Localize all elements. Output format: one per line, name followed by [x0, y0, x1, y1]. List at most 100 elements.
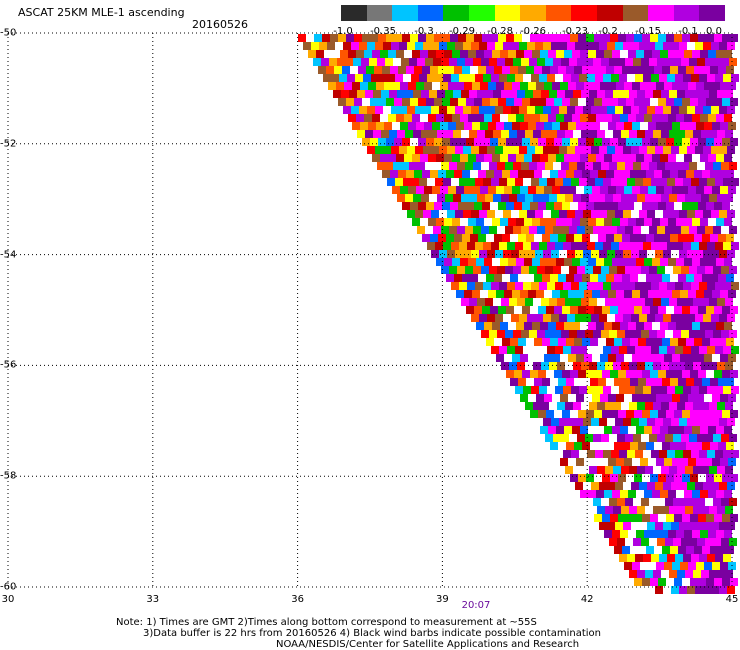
- swath-cell: [686, 442, 694, 450]
- swath-cell: [687, 482, 695, 490]
- swath-cell: [410, 98, 418, 106]
- swath-cell: [397, 194, 405, 202]
- swath-cell: [566, 234, 574, 242]
- swath-cell: [441, 266, 449, 274]
- swath-cell: [572, 426, 580, 434]
- swath-cell: [706, 202, 714, 210]
- swath-cell: [500, 218, 508, 226]
- swath-cell: [485, 194, 493, 202]
- swath-cell: [699, 346, 707, 354]
- swath-cell: [396, 154, 404, 162]
- swath-cell: [662, 274, 670, 282]
- swath-cell: [503, 106, 511, 114]
- swath-cell: [682, 202, 690, 210]
- swath-cell: [609, 330, 617, 338]
- swath-cell: [687, 106, 695, 114]
- swath-cell: [646, 338, 654, 346]
- swath-cell: [489, 162, 497, 170]
- swath-cell: [689, 498, 697, 506]
- swath-cell: [622, 234, 630, 242]
- swath-cell: [613, 362, 621, 370]
- swath-cell: [717, 570, 725, 578]
- swath-cell: [622, 546, 630, 554]
- swath-cell: [531, 242, 539, 250]
- swath-cell: [351, 42, 359, 50]
- swath-cell: [701, 298, 709, 306]
- swath-cell: [586, 410, 594, 418]
- swath-cell: [534, 234, 542, 242]
- swath-cell: [504, 82, 512, 90]
- swath-cell: [670, 234, 678, 242]
- swath-cell: [562, 34, 570, 42]
- swath-cell: [559, 250, 567, 258]
- swath-cell: [466, 34, 474, 42]
- swath-cell: [572, 322, 580, 330]
- swath-cell: [615, 418, 623, 426]
- swath-cell: [433, 226, 441, 234]
- swath-cell: [612, 426, 620, 434]
- swath-cell: [531, 74, 539, 82]
- swath-cell: [449, 266, 457, 274]
- swath-cell: [706, 138, 714, 146]
- swath-cell: [621, 194, 629, 202]
- swath-cell: [495, 210, 503, 218]
- swath-cell: [710, 66, 718, 74]
- swath-cell: [639, 210, 647, 218]
- swath-cell: [652, 154, 660, 162]
- swath-cell: [450, 202, 458, 210]
- swath-cell: [454, 170, 462, 178]
- swath-cell: [398, 170, 406, 178]
- swath-cell: [529, 266, 537, 274]
- swath-cell: [521, 330, 529, 338]
- swath-cell: [417, 58, 425, 66]
- swath-cell: [635, 450, 643, 458]
- swath-cell: [595, 74, 603, 82]
- swath-cell: [471, 210, 479, 218]
- swath-cell: [492, 322, 500, 330]
- swath-cell: [718, 442, 726, 450]
- swath-cell: [689, 162, 697, 170]
- swath-cell: [566, 274, 574, 282]
- swath-cell: [674, 34, 682, 42]
- swath-cell: [474, 202, 482, 210]
- swath-cell: [635, 242, 643, 250]
- swath-cell: [604, 258, 612, 266]
- swath-cell: [613, 506, 621, 514]
- swath-cell: [442, 98, 450, 106]
- swath-cell: [659, 450, 667, 458]
- swath-cell: [703, 586, 711, 594]
- swath-cell: [567, 418, 575, 426]
- swath-cell: [645, 570, 653, 578]
- swath-cell: [405, 90, 413, 98]
- swath-cell: [369, 58, 377, 66]
- swath-cell: [440, 186, 448, 194]
- swath-cell: [535, 146, 543, 154]
- swath-cell: [413, 194, 421, 202]
- swath-cell: [585, 58, 593, 66]
- swath-cell: [505, 330, 513, 338]
- swath-cell: [536, 290, 544, 298]
- swath-cell: [571, 242, 579, 250]
- swath-cell: [731, 178, 739, 186]
- swath-cell: [572, 114, 580, 122]
- swath-cell: [667, 242, 675, 250]
- swath-cell: [719, 586, 727, 594]
- swath-cell: [620, 154, 628, 162]
- swath-cell: [624, 290, 632, 298]
- swath-cell: [666, 474, 674, 482]
- swath-cell: [388, 50, 396, 58]
- swath-cell: [638, 442, 646, 450]
- swath-cell: [696, 186, 704, 194]
- swath-cell: [711, 250, 719, 258]
- swath-cell: [576, 122, 584, 130]
- swath-cell: [524, 154, 532, 162]
- swath-cell: [526, 378, 534, 386]
- swath-cell: [731, 282, 739, 290]
- swath-cell: [667, 386, 675, 394]
- swath-cell: [598, 234, 606, 242]
- swath-cell: [534, 378, 542, 386]
- swath-cell: [557, 298, 565, 306]
- swath-cell: [707, 450, 715, 458]
- swath-cell: [660, 218, 668, 226]
- swath-cell: [707, 554, 715, 562]
